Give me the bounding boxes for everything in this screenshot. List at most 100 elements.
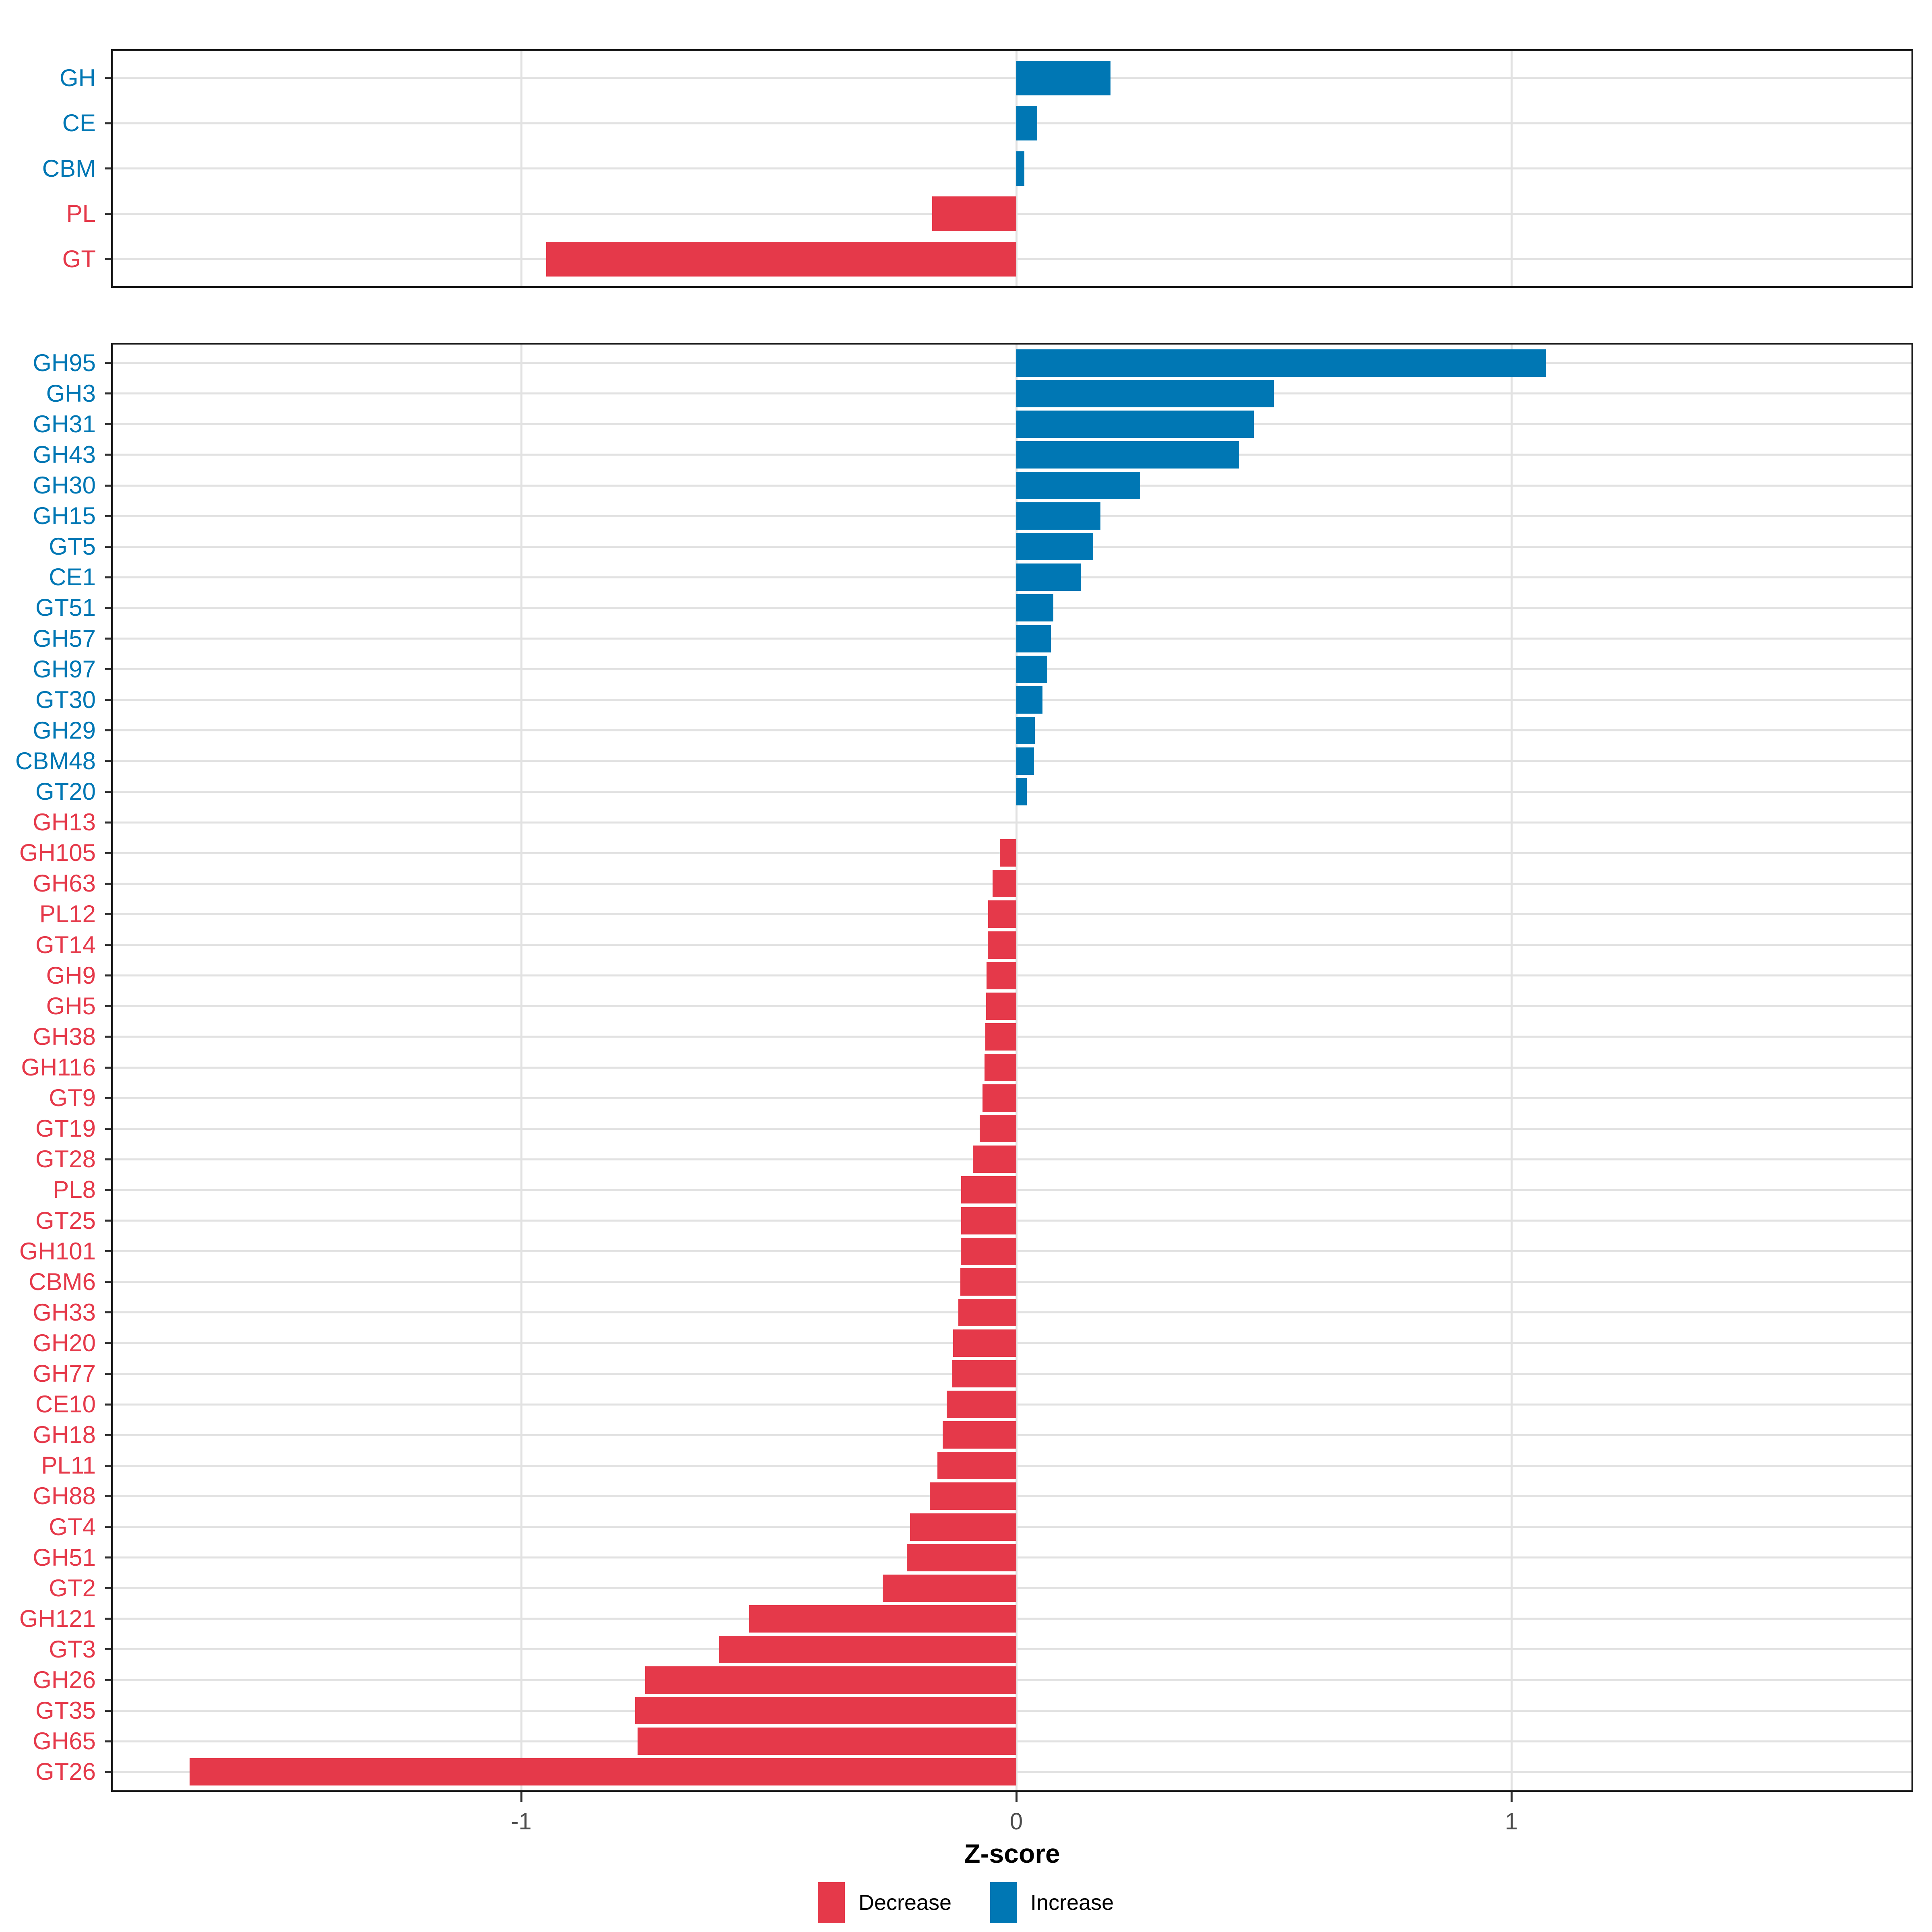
bar-GT14 bbox=[987, 931, 1016, 959]
y-axis-label-GT4: GT4 bbox=[49, 1513, 96, 1540]
increase-label: Increase bbox=[1030, 1891, 1114, 1915]
y-tick bbox=[105, 1311, 111, 1314]
bar-GT9 bbox=[983, 1084, 1016, 1112]
y-tick bbox=[105, 821, 111, 824]
bar-CE10 bbox=[946, 1391, 1016, 1418]
x-tick-label: 1 bbox=[1505, 1808, 1518, 1835]
y-axis-label-GT28: GT28 bbox=[35, 1146, 96, 1173]
x-tick bbox=[520, 1792, 522, 1802]
y-axis-label-PL8: PL8 bbox=[53, 1176, 96, 1203]
bar-GH77 bbox=[952, 1360, 1016, 1388]
y-axis-label-GH51: GH51 bbox=[33, 1544, 96, 1571]
y-tick bbox=[105, 1220, 111, 1222]
bar-GT26 bbox=[189, 1758, 1016, 1786]
bar-GT2 bbox=[882, 1574, 1016, 1602]
y-tick bbox=[105, 1495, 111, 1497]
gridline-row bbox=[113, 576, 1911, 578]
y-axis-label-GH43: GH43 bbox=[33, 441, 96, 468]
bar-GT5 bbox=[1016, 533, 1093, 561]
bar-GH9 bbox=[987, 962, 1016, 989]
x-tick bbox=[1510, 1792, 1513, 1802]
bar-GH38 bbox=[985, 1023, 1016, 1051]
bar-GH63 bbox=[992, 870, 1016, 898]
y-tick bbox=[105, 454, 111, 456]
y-axis-label-GH116: GH116 bbox=[21, 1054, 96, 1081]
y-tick bbox=[105, 1587, 111, 1589]
bar-GT3 bbox=[719, 1635, 1016, 1663]
bar-GT35 bbox=[635, 1697, 1016, 1725]
y-tick bbox=[105, 1434, 111, 1436]
y-axis-label-GT51: GT51 bbox=[35, 594, 96, 621]
y-tick bbox=[105, 852, 111, 854]
bar-GH97 bbox=[1016, 655, 1048, 683]
y-axis-label-CBM6: CBM6 bbox=[29, 1268, 96, 1295]
increase-swatch bbox=[990, 1882, 1017, 1923]
y-tick bbox=[105, 122, 111, 124]
bar-GH121 bbox=[749, 1605, 1016, 1633]
bar-GH5 bbox=[986, 992, 1016, 1020]
x-tick-label: -1 bbox=[511, 1808, 532, 1835]
y-axis-label-GH18: GH18 bbox=[33, 1421, 96, 1449]
y-tick bbox=[105, 1342, 111, 1344]
bar-GH65 bbox=[638, 1728, 1016, 1755]
y-axis-label-CBM48: CBM48 bbox=[15, 747, 96, 774]
bar-GT28 bbox=[972, 1146, 1016, 1173]
y-tick bbox=[105, 1740, 111, 1742]
x-tick bbox=[1015, 1792, 1018, 1802]
gridline-row bbox=[113, 638, 1911, 640]
class-panel bbox=[111, 49, 1913, 288]
y-axis-label-GH15: GH15 bbox=[33, 502, 96, 530]
y-axis-label-GH29: GH29 bbox=[33, 716, 96, 744]
gridline-row bbox=[113, 699, 1911, 701]
y-axis-label-PL: PL bbox=[66, 200, 96, 227]
gridline-row bbox=[113, 122, 1911, 124]
bar-GH29 bbox=[1016, 716, 1035, 744]
bar-GT bbox=[546, 242, 1016, 277]
y-tick bbox=[105, 1403, 111, 1406]
y-axis-label-GT19: GT19 bbox=[35, 1115, 96, 1142]
y-tick bbox=[105, 1066, 111, 1069]
y-tick bbox=[105, 1189, 111, 1191]
bar-GT30 bbox=[1016, 686, 1043, 714]
y-axis-label-PL11: PL11 bbox=[41, 1452, 96, 1479]
gridline-row bbox=[113, 760, 1911, 762]
bar-PL12 bbox=[988, 900, 1016, 928]
y-axis-label-GH9: GH9 bbox=[46, 962, 96, 989]
bar-GT19 bbox=[979, 1115, 1016, 1143]
y-axis-label-CE10: CE10 bbox=[35, 1391, 96, 1418]
bar-GH101 bbox=[961, 1237, 1016, 1265]
y-tick bbox=[105, 1618, 111, 1620]
gridline-row bbox=[113, 167, 1911, 169]
y-axis-label-GH38: GH38 bbox=[33, 1023, 96, 1050]
y-tick bbox=[105, 729, 111, 732]
y-axis-label-GT5: GT5 bbox=[49, 533, 96, 560]
y-tick bbox=[105, 1036, 111, 1038]
bar-GH bbox=[1016, 60, 1110, 95]
bar-GH33 bbox=[958, 1298, 1016, 1326]
y-tick bbox=[105, 1005, 111, 1007]
legend: Decrease Increase bbox=[0, 1882, 1932, 1923]
y-axis-label-GH57: GH57 bbox=[33, 625, 96, 652]
y-axis-label-CBM: CBM bbox=[42, 155, 96, 182]
y-tick bbox=[105, 1097, 111, 1099]
y-tick bbox=[105, 1556, 111, 1559]
y-axis-label-GH63: GH63 bbox=[33, 870, 96, 897]
y-axis-label-PL12: PL12 bbox=[39, 900, 96, 928]
bar-CBM48 bbox=[1016, 747, 1034, 775]
y-axis-label-GH20: GH20 bbox=[33, 1329, 96, 1356]
y-tick bbox=[105, 1373, 111, 1375]
gridline-row bbox=[113, 821, 1911, 824]
bar-GH26 bbox=[645, 1666, 1016, 1694]
y-tick bbox=[105, 1771, 111, 1773]
y-axis-label-GH95: GH95 bbox=[33, 349, 96, 376]
x-axis-title: Z-score bbox=[964, 1839, 1060, 1868]
decrease-label: Decrease bbox=[858, 1891, 952, 1915]
gridline-row bbox=[113, 545, 1911, 548]
bar-GT25 bbox=[961, 1207, 1016, 1234]
legend-item-increase: Increase bbox=[990, 1882, 1114, 1923]
y-axis-label-GH31: GH31 bbox=[33, 410, 96, 438]
y-axis-label-GT25: GT25 bbox=[35, 1207, 96, 1234]
y-axis-label-GH5: GH5 bbox=[46, 992, 96, 1020]
y-tick bbox=[105, 258, 111, 260]
y-axis-label-GH30: GH30 bbox=[33, 472, 96, 499]
